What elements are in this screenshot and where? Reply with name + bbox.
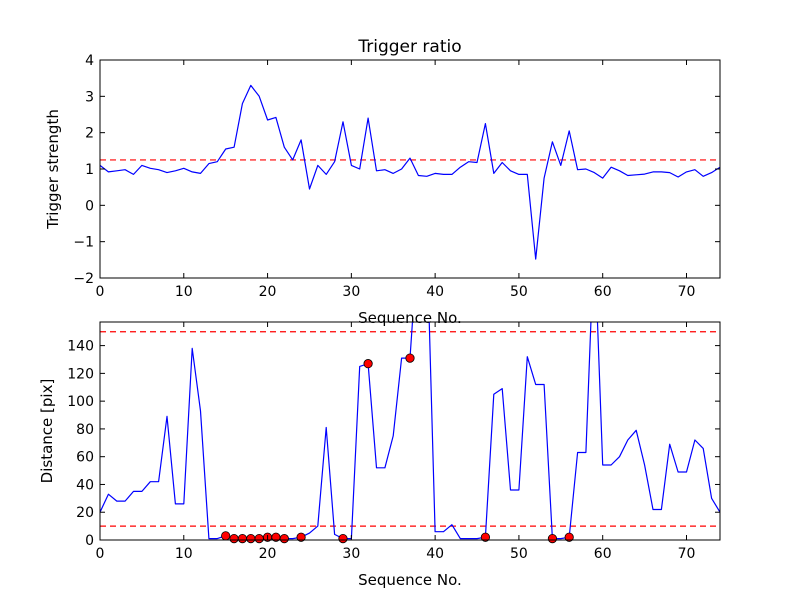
x-tick-label: 60 — [594, 546, 612, 562]
x-tick-label: 0 — [96, 284, 105, 300]
x-tick-label: 0 — [96, 546, 105, 562]
data-point-marker — [296, 532, 306, 542]
y-tick-label: 4 — [85, 53, 94, 69]
y-tick-label: 140 — [67, 339, 94, 355]
y-tick-label: 0 — [85, 198, 94, 214]
top-plot-area — [100, 84, 720, 260]
x-tick-label: 50 — [510, 546, 528, 562]
y-tick-label: 2 — [85, 126, 94, 142]
x-tick-label: 70 — [678, 284, 696, 300]
y-tick-label: −2 — [73, 271, 94, 287]
x-tick-label: 10 — [175, 546, 193, 562]
x-tick-label: 40 — [426, 546, 444, 562]
y-tick-label: −1 — [73, 235, 94, 251]
top-y-axis-label: Trigger strength — [44, 109, 62, 230]
top-x-ticks: 0 10 20 30 40 50 60 70 — [96, 60, 696, 300]
bottom-x-ticks: 0 10 20 30 40 50 60 70 — [96, 322, 696, 562]
x-tick-label: 70 — [678, 546, 696, 562]
x-tick-label: 50 — [510, 284, 528, 300]
y-tick-label: 1 — [85, 162, 94, 178]
bottom-x-axis-label: Sequence No. — [358, 571, 462, 589]
bottom-axes-frame — [99, 321, 721, 541]
y-tick-label: 60 — [76, 450, 94, 466]
y-tick-label: 80 — [76, 422, 94, 438]
x-tick-label: 20 — [259, 284, 277, 300]
data-point-marker — [338, 534, 348, 544]
bottom-y-ticks: 0 20 40 60 80 100 120 140 — [67, 339, 720, 549]
x-tick-label: 30 — [342, 546, 360, 562]
top-axes-frame — [99, 59, 721, 279]
data-point-marker — [480, 532, 491, 542]
chart-trigger-ratio: Trigger ratio 0 10 20 30 40 50 60 70 −2−101234 … — [44, 37, 721, 327]
x-tick-label: 10 — [175, 284, 193, 300]
y-tick-label: 3 — [85, 89, 94, 105]
y-tick-label: 20 — [76, 505, 94, 521]
x-tick-label: 40 — [426, 284, 444, 300]
data-point-marker — [363, 359, 373, 369]
series-line-0 — [100, 84, 720, 260]
data-point-marker — [405, 353, 415, 363]
bottom-plot-area — [100, 322, 720, 544]
x-tick-label: 20 — [259, 546, 277, 562]
data-point-marker — [564, 532, 574, 542]
bottom-y-axis-label: Distance [pix] — [38, 379, 56, 484]
x-tick-label: 60 — [594, 284, 612, 300]
top-y-ticks: −2 −1 0 1 2 3 4 — [73, 53, 720, 287]
data-point-marker — [547, 534, 558, 544]
x-tick-label: 30 — [342, 284, 360, 300]
y-tick-label: 0 — [85, 533, 94, 549]
y-tick-label: 40 — [76, 477, 94, 493]
chart-title: Trigger ratio — [357, 37, 461, 57]
y-tick-label: 100 — [67, 394, 94, 410]
data-point-marker — [279, 534, 289, 544]
chart-distance: 0 10 20 30 40 50 60 70 0 20 40 60 80 100 120 140 Seque… — [38, 321, 721, 589]
y-tick-label: 120 — [67, 366, 94, 382]
